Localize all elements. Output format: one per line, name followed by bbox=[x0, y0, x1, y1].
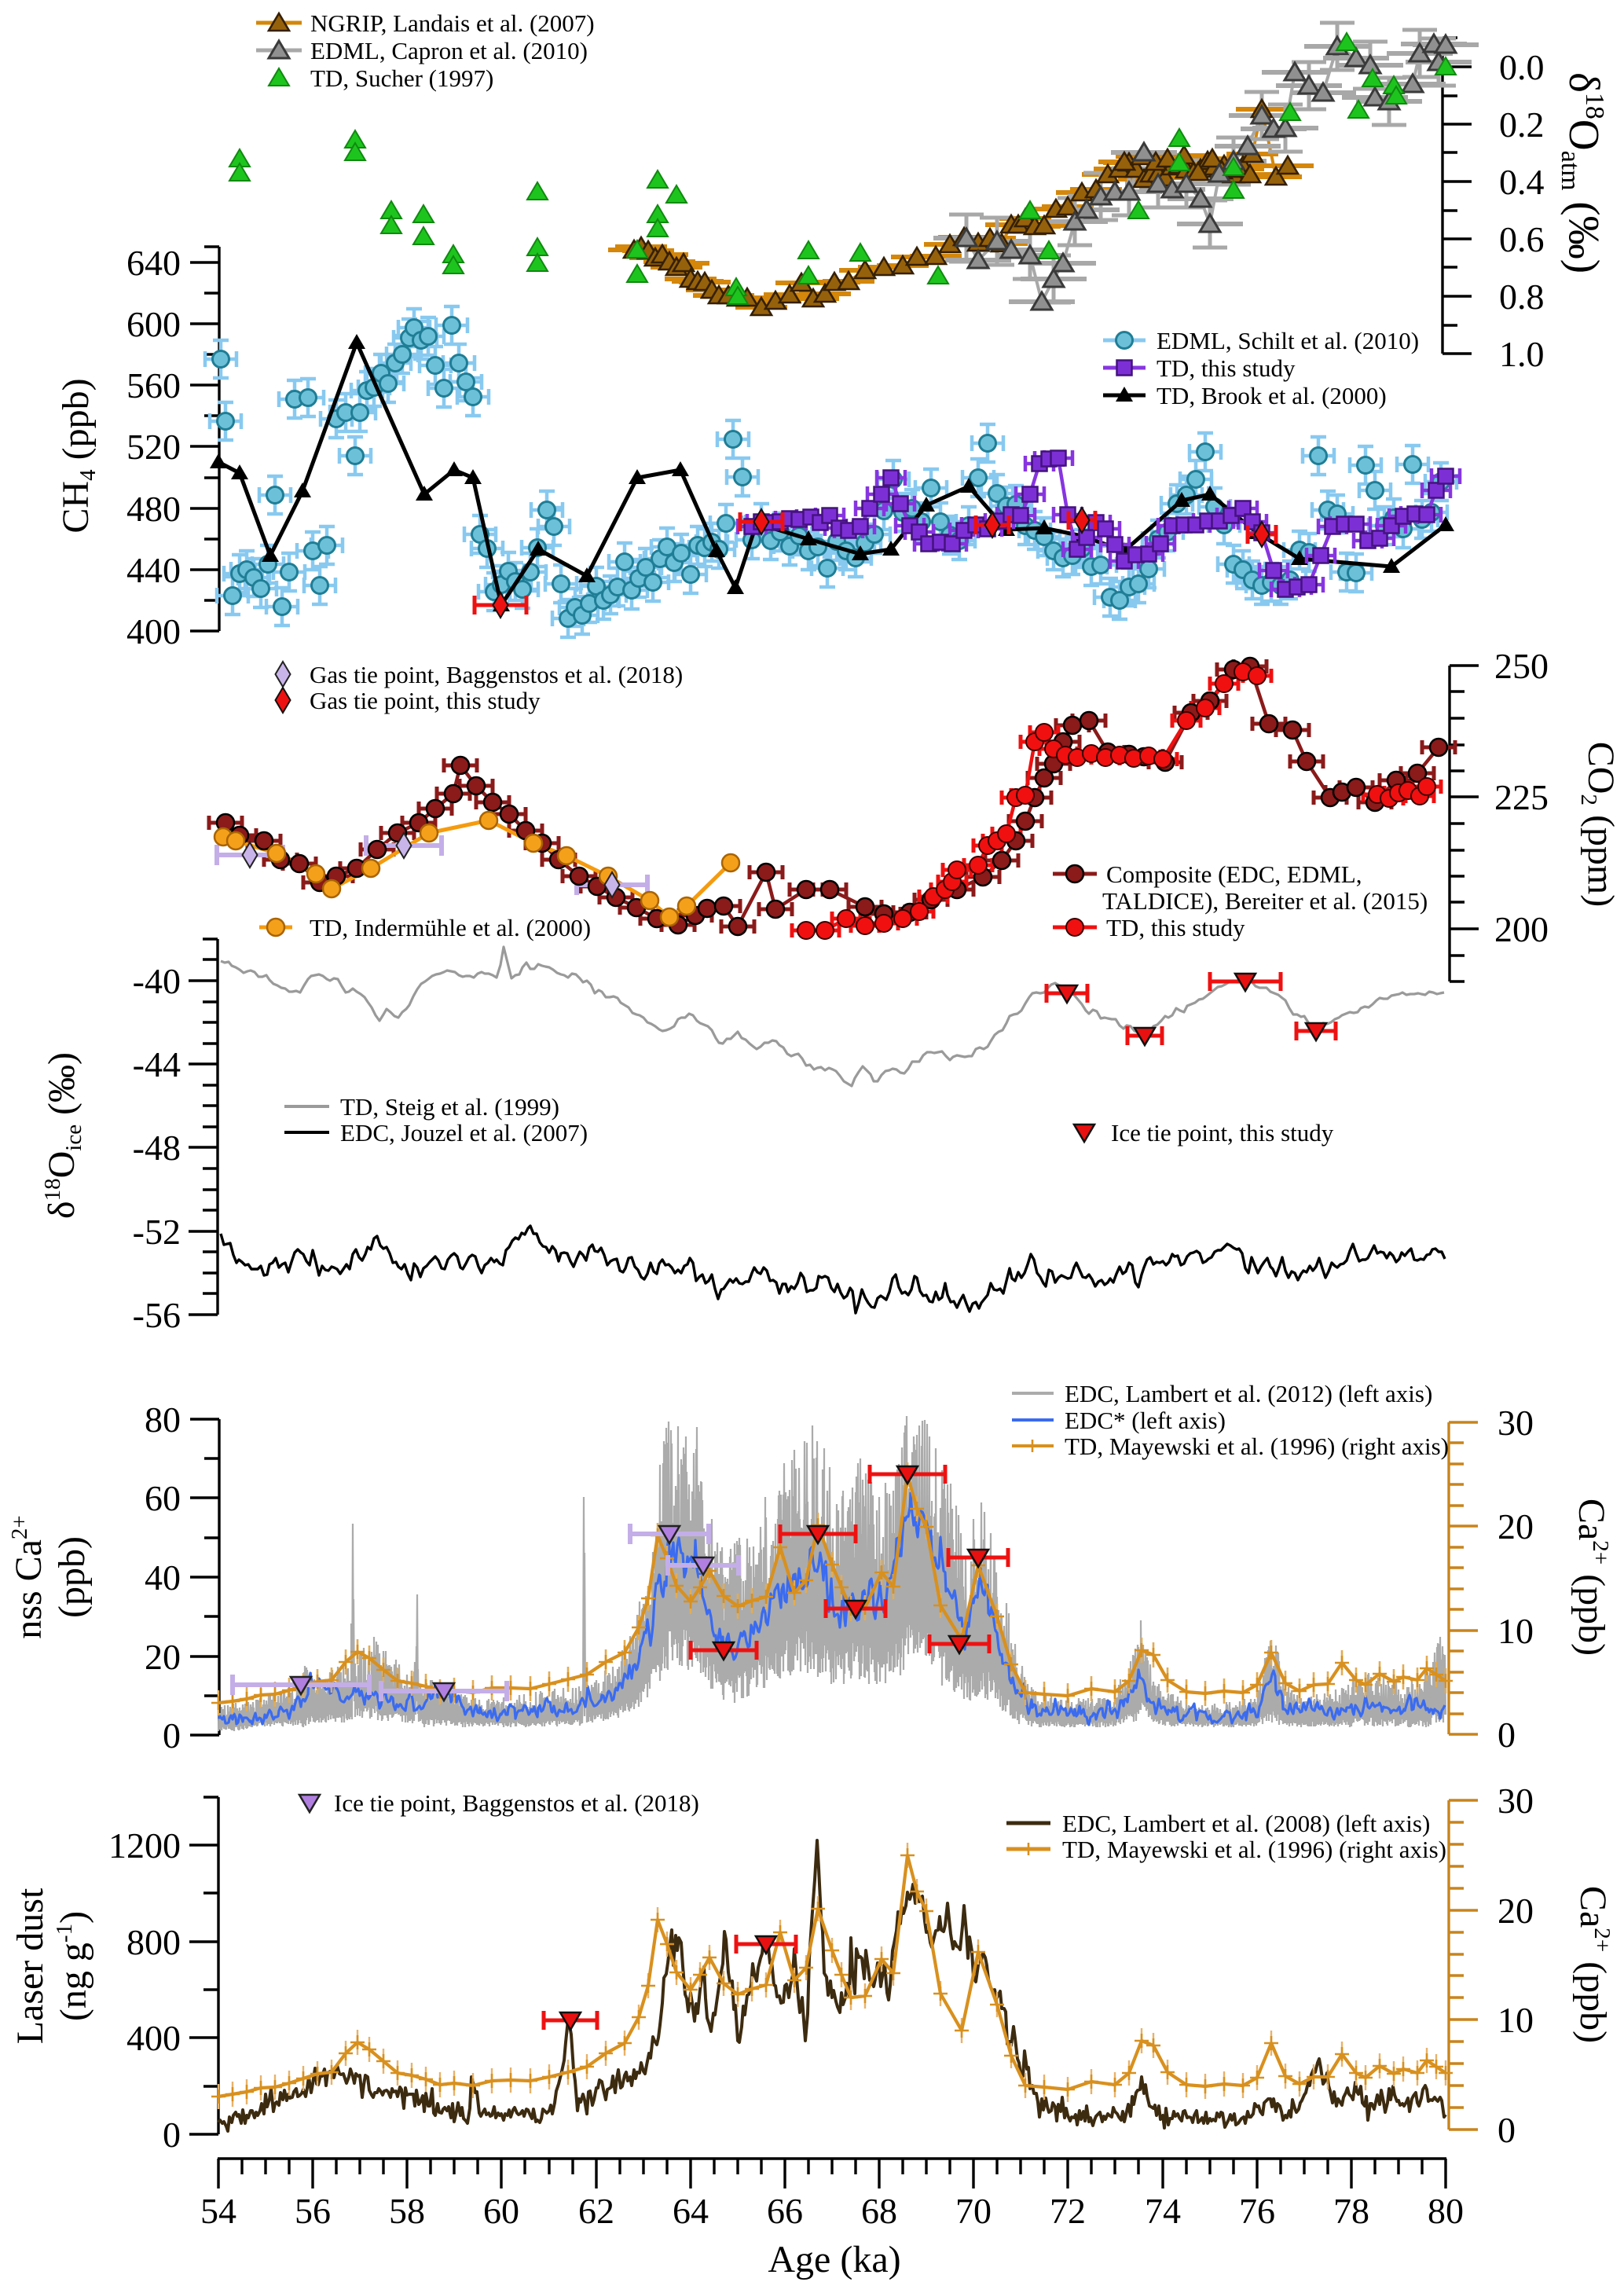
svg-text:200: 200 bbox=[1494, 909, 1549, 949]
svg-text:600: 600 bbox=[126, 304, 181, 344]
svg-text:64: 64 bbox=[673, 2191, 709, 2231]
svg-text:54: 54 bbox=[200, 2191, 236, 2231]
svg-text:Ice tie point, this study: Ice tie point, this study bbox=[1111, 1119, 1334, 1146]
svg-text:0.2: 0.2 bbox=[1499, 105, 1545, 145]
svg-text:0.0: 0.0 bbox=[1499, 47, 1545, 87]
svg-text:1.0: 1.0 bbox=[1499, 334, 1545, 374]
svg-text:30: 30 bbox=[1498, 1781, 1534, 1821]
svg-text:TD, this study: TD, this study bbox=[1106, 914, 1245, 941]
svg-text:0: 0 bbox=[163, 2115, 181, 2155]
svg-text:TD, Sucher (1997): TD, Sucher (1997) bbox=[310, 64, 493, 92]
svg-text:Ca2+​ (ppb): Ca2+​ (ppb) bbox=[1572, 1886, 1615, 2043]
svg-text:CH4​ (ppb): CH4​ (ppb) bbox=[55, 378, 101, 533]
svg-text:Laser dust: Laser dust bbox=[9, 1888, 51, 2044]
svg-text:400: 400 bbox=[126, 611, 181, 651]
svg-text:30: 30 bbox=[1498, 1403, 1534, 1443]
svg-text:nss Ca2+​: nss Ca2+​ bbox=[7, 1515, 49, 1639]
svg-text:EDC, Jouzel et al. (2007): EDC, Jouzel et al. (2007) bbox=[340, 1119, 588, 1146]
svg-text:(ppb): (ppb) bbox=[51, 1536, 93, 1618]
svg-text:0: 0 bbox=[163, 1715, 181, 1756]
svg-text:Gas tie point, this study: Gas tie point, this study bbox=[310, 687, 541, 714]
svg-text:-52: -52 bbox=[133, 1212, 181, 1252]
svg-text:72: 72 bbox=[1050, 2191, 1086, 2231]
svg-text:80: 80 bbox=[145, 1400, 181, 1440]
svg-text:520: 520 bbox=[126, 427, 181, 467]
svg-text:225: 225 bbox=[1494, 777, 1549, 817]
svg-text:76: 76 bbox=[1239, 2191, 1275, 2231]
svg-text:-48: -48 bbox=[133, 1128, 181, 1168]
svg-text:78: 78 bbox=[1333, 2191, 1369, 2231]
svg-text:TD, Mayewski et al. (1996) (ri: TD, Mayewski et al. (1996) (right axis) bbox=[1062, 1836, 1446, 1863]
svg-text:Age (ka): Age (ka) bbox=[768, 2239, 900, 2280]
svg-text:EDML, Schilt et al. (2010): EDML, Schilt et al. (2010) bbox=[1157, 327, 1419, 354]
svg-text:640: 640 bbox=[126, 243, 181, 283]
svg-text:62: 62 bbox=[578, 2191, 614, 2231]
svg-text:0.6: 0.6 bbox=[1499, 219, 1545, 259]
svg-text:-40: -40 bbox=[133, 961, 181, 1001]
svg-text:20: 20 bbox=[145, 1637, 181, 1677]
svg-text:Gas tie point, Baggenstos et a: Gas tie point, Baggenstos et al. (2018) bbox=[310, 661, 683, 688]
svg-text:TALDICE), Bereiter et al. (201: TALDICE), Bereiter et al. (2015) bbox=[1102, 887, 1428, 915]
svg-text:56: 56 bbox=[295, 2191, 331, 2231]
svg-text:TD, Indermühle et al. (2000): TD, Indermühle et al. (2000) bbox=[310, 914, 591, 941]
svg-text:560: 560 bbox=[126, 365, 181, 405]
svg-text:EDC, Lambert et al. (2012) (le: EDC, Lambert et al. (2012) (left axis) bbox=[1065, 1380, 1432, 1407]
svg-text:440: 440 bbox=[126, 550, 181, 590]
svg-text:250: 250 bbox=[1494, 646, 1549, 686]
svg-text:70: 70 bbox=[955, 2191, 992, 2231]
svg-text:(ng g-1​): (ng g-1​) bbox=[52, 1911, 94, 2021]
svg-text:60: 60 bbox=[483, 2191, 519, 2231]
svg-text:-44: -44 bbox=[133, 1044, 181, 1084]
svg-text:CO2​ (ppm): CO2​ (ppm) bbox=[1576, 742, 1622, 908]
svg-text:10: 10 bbox=[1498, 2000, 1534, 2040]
svg-text:Composite (EDC, EDML,: Composite (EDC, EDML, bbox=[1106, 860, 1362, 888]
svg-text:EDC* (left axis): EDC* (left axis) bbox=[1065, 1407, 1226, 1434]
svg-text:-56: -56 bbox=[133, 1295, 181, 1335]
svg-text:80: 80 bbox=[1428, 2191, 1464, 2231]
svg-text:10: 10 bbox=[1498, 1611, 1534, 1651]
svg-text:0: 0 bbox=[1498, 1715, 1516, 1755]
svg-text:0: 0 bbox=[1498, 2110, 1516, 2150]
svg-text:480: 480 bbox=[126, 489, 181, 529]
svg-text:TD, Brook et al. (2000): TD, Brook et al. (2000) bbox=[1157, 382, 1387, 409]
svg-text:Ice tie point, Baggenstos et a: Ice tie point, Baggenstos et al. (2018) bbox=[334, 1789, 699, 1817]
svg-text:20: 20 bbox=[1498, 1506, 1534, 1546]
svg-text:δ18​Oice​ (‰): δ18​Oice​ (‰) bbox=[40, 1052, 86, 1219]
svg-text:1200: 1200 bbox=[108, 1825, 181, 1866]
svg-text:TD, Steig et al. (1999): TD, Steig et al. (1999) bbox=[340, 1093, 559, 1121]
svg-text:0.8: 0.8 bbox=[1499, 277, 1545, 317]
svg-text:60: 60 bbox=[145, 1478, 181, 1518]
svg-text:58: 58 bbox=[389, 2191, 425, 2231]
svg-text:40: 40 bbox=[145, 1557, 181, 1598]
svg-text:TD, this study: TD, this study bbox=[1157, 354, 1296, 382]
svg-text:20: 20 bbox=[1498, 1891, 1534, 1931]
svg-text:EDC, Lambert et al. (2008) (le: EDC, Lambert et al. (2008) (left axis) bbox=[1062, 1810, 1430, 1837]
svg-text:0.4: 0.4 bbox=[1499, 162, 1545, 202]
svg-text:TD, Mayewski et al. (1996) (ri: TD, Mayewski et al. (1996) (right axis) bbox=[1065, 1433, 1449, 1460]
svg-text:68: 68 bbox=[861, 2191, 897, 2231]
svg-text:800: 800 bbox=[126, 1922, 181, 1962]
svg-text:EDML, Capron et al. (2010): EDML, Capron et al. (2010) bbox=[310, 37, 588, 64]
svg-text:δ18​Oatm​ (‰): δ18​Oatm​ (‰) bbox=[1556, 72, 1609, 273]
svg-text:66: 66 bbox=[767, 2191, 803, 2231]
svg-text:Ca2+​ (ppb): Ca2+​ (ppb) bbox=[1571, 1499, 1613, 1656]
svg-text:NGRIP, Landais et al. (2007): NGRIP, Landais et al. (2007) bbox=[310, 9, 595, 37]
svg-text:400: 400 bbox=[126, 2018, 181, 2058]
svg-text:74: 74 bbox=[1145, 2191, 1181, 2231]
